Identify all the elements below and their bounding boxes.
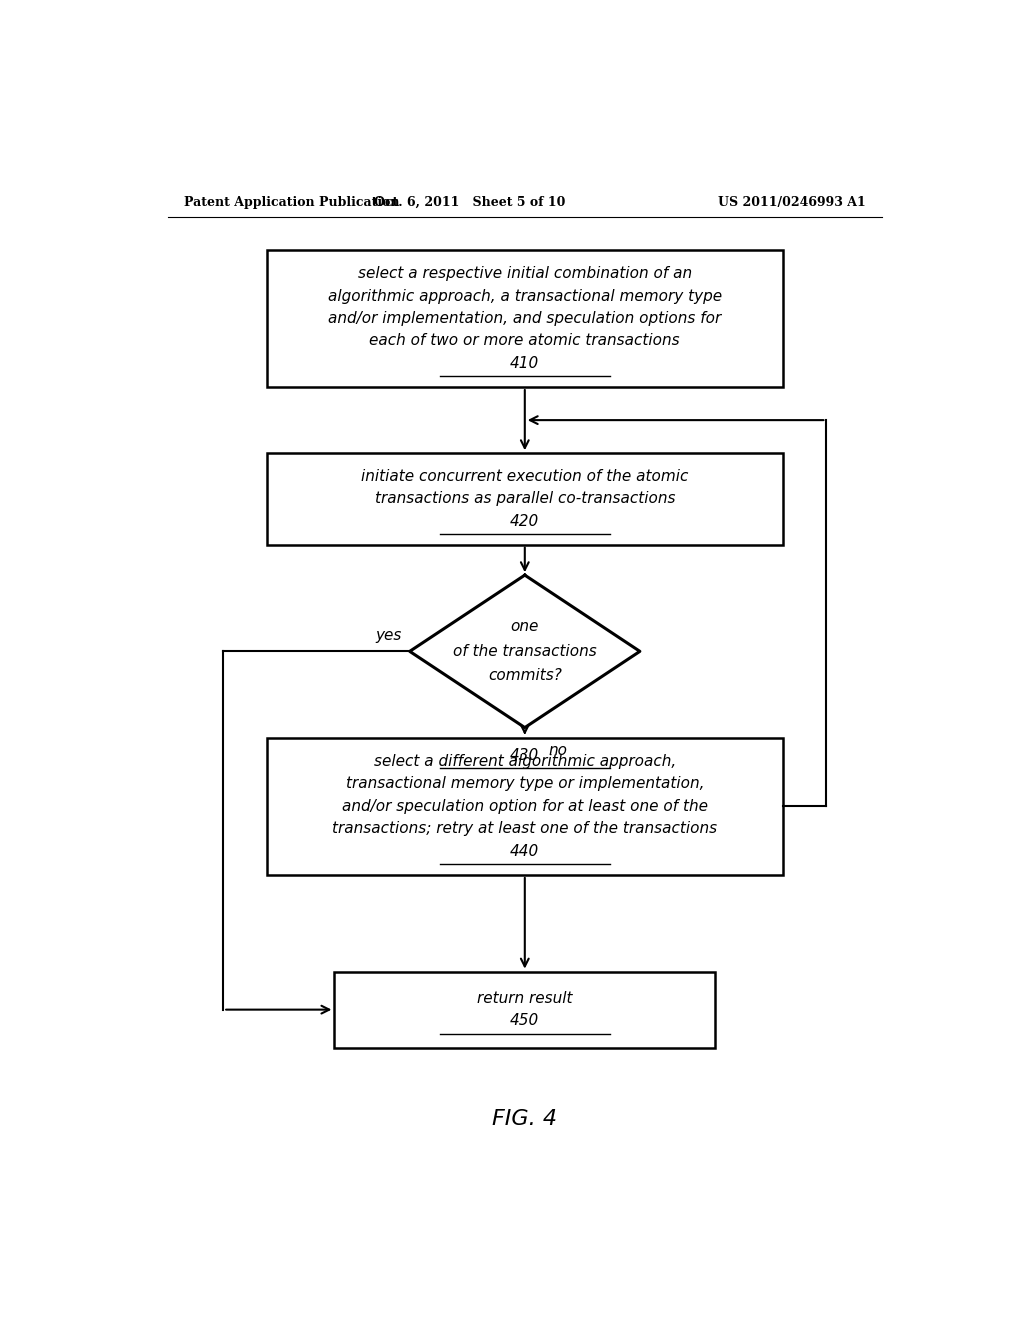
Bar bbox=[334, 972, 715, 1048]
Text: yes: yes bbox=[376, 628, 401, 643]
Text: transactions; retry at least one of the transactions: transactions; retry at least one of the … bbox=[332, 821, 718, 836]
Text: and/or implementation, and speculation options for: and/or implementation, and speculation o… bbox=[328, 312, 722, 326]
Text: Patent Application Publication: Patent Application Publication bbox=[183, 195, 399, 209]
Bar bbox=[267, 249, 782, 387]
Text: and/or speculation option for at least one of the: and/or speculation option for at least o… bbox=[342, 799, 708, 814]
Text: 410: 410 bbox=[510, 355, 540, 371]
Text: of the transactions: of the transactions bbox=[453, 644, 597, 659]
Bar bbox=[267, 738, 782, 875]
Text: commits?: commits? bbox=[487, 668, 562, 684]
Text: transactional memory type or implementation,: transactional memory type or implementat… bbox=[345, 776, 705, 792]
Text: select a respective initial combination of an: select a respective initial combination … bbox=[357, 267, 692, 281]
Text: each of two or more atomic transactions: each of two or more atomic transactions bbox=[370, 334, 680, 348]
Text: FIG. 4: FIG. 4 bbox=[493, 1109, 557, 1129]
Polygon shape bbox=[410, 576, 640, 727]
Text: Oct. 6, 2011   Sheet 5 of 10: Oct. 6, 2011 Sheet 5 of 10 bbox=[374, 195, 565, 209]
Text: return result: return result bbox=[477, 991, 572, 1006]
Text: algorithmic approach, a transactional memory type: algorithmic approach, a transactional me… bbox=[328, 289, 722, 304]
Text: 430: 430 bbox=[510, 747, 540, 763]
Text: no: no bbox=[549, 743, 567, 758]
Text: initiate concurrent execution of the atomic: initiate concurrent execution of the ato… bbox=[361, 469, 688, 484]
Text: transactions as parallel co-transactions: transactions as parallel co-transactions bbox=[375, 491, 675, 507]
Text: one: one bbox=[511, 619, 539, 635]
Text: 440: 440 bbox=[510, 843, 540, 858]
Text: 450: 450 bbox=[510, 1014, 540, 1028]
Text: select a different algorithmic approach,: select a different algorithmic approach, bbox=[374, 754, 676, 770]
Text: US 2011/0246993 A1: US 2011/0246993 A1 bbox=[718, 195, 866, 209]
Bar bbox=[267, 453, 782, 545]
Text: 420: 420 bbox=[510, 513, 540, 529]
